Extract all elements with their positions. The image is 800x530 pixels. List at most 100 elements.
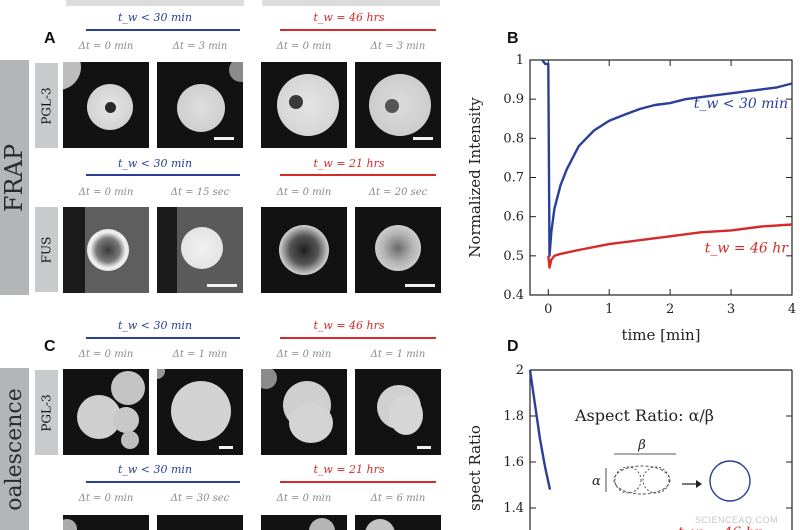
timepoint-label: Δt = 15 sec — [170, 187, 230, 198]
timepoint-label: Δt = 0 min — [78, 493, 134, 504]
micrograph-fus-young-t15 — [157, 207, 243, 293]
y-tick-label: 0.5 — [503, 249, 524, 264]
panel-letter-b: B — [507, 30, 519, 47]
micrograph-fus-young-t0 — [63, 207, 149, 293]
timepoint-label: Δt = 0 min — [78, 349, 134, 360]
timepoint-label: Δt = 0 min — [78, 187, 134, 198]
scale-bar — [405, 284, 435, 287]
arrow-icon — [696, 480, 702, 488]
series-label-young: t_w < 30 min — [694, 96, 788, 112]
protein-label-fus-a: FUS — [35, 207, 58, 292]
frap-side-label: FRAP — [0, 143, 29, 212]
panel-letter-c: C — [44, 338, 56, 355]
y-tick-label: 0.4 — [503, 288, 524, 303]
y-tick-label: 1.8 — [503, 409, 524, 424]
y-axis-label: Normalized Intensity — [466, 97, 484, 258]
micrograph-pgl3-aged-t3 — [355, 62, 441, 148]
top-strip-left — [66, 0, 244, 6]
partial-legend: t_w = 46 hr — [678, 525, 763, 530]
condition-underline — [280, 29, 436, 31]
y-tick-label: 1.4 — [503, 501, 524, 516]
series-line-young — [541, 59, 793, 258]
micrograph-coalescence-young-t0 — [63, 369, 149, 455]
condition-a-top-right: t_w = 46 hrs — [313, 11, 385, 24]
condition-a-bottom-left: t_w < 30 min — [117, 157, 193, 170]
micrograph-fus-aged-t0 — [261, 207, 347, 293]
condition-underline — [86, 29, 240, 31]
timepoint-label: Δt = 20 sec — [368, 187, 428, 198]
final-droplet-circle — [709, 460, 751, 502]
condition-underline — [86, 174, 240, 176]
condition-a-top-left: t_w < 30 min — [117, 11, 193, 24]
micrograph-fus-aged-t20 — [355, 207, 441, 293]
beta-label: β — [637, 438, 646, 453]
y-tick-label: 0.6 — [503, 210, 524, 225]
scale-bar — [214, 137, 234, 140]
y-tick-label: 0.9 — [503, 92, 524, 107]
condition-underline — [280, 174, 436, 176]
timepoint-label: Δt = 6 min — [370, 493, 426, 504]
micrograph-coalescence-young-t0b — [63, 515, 149, 530]
panel-letter-a: A — [44, 30, 56, 47]
timepoint-label: Δt = 3 min — [172, 41, 228, 52]
scale-bar — [219, 446, 233, 449]
watermark: SCIENCEAQ.COM — [694, 515, 778, 525]
y-tick-label: 0.7 — [503, 171, 524, 186]
condition-c-top-right: t_w = 46 hrs — [313, 319, 385, 332]
protein-label-pgl3-a: PGL-3 — [35, 63, 58, 148]
scale-bar — [207, 284, 237, 287]
y-axis-label: spect Ratio — [466, 425, 484, 511]
x-tick-label: 0 — [544, 302, 552, 317]
timepoint-label: Δt = 0 min — [276, 187, 332, 198]
micrograph-pgl3-young-t3 — [157, 62, 243, 148]
coalescence-side-label: oalescence — [2, 387, 27, 511]
timepoint-label: Δt = 0 min — [276, 349, 332, 360]
timepoint-label: Δt = 1 min — [370, 349, 426, 360]
x-tick-label: 3 — [727, 302, 735, 317]
droplet-outline-right — [642, 466, 670, 494]
condition-c-bottom-left: t_w < 30 min — [117, 463, 193, 476]
coalescence-side-band — [0, 368, 29, 530]
micrograph-coalescence-young-t1 — [157, 369, 243, 455]
frap-side-band — [0, 60, 29, 295]
x-axis-label: time [min] — [621, 326, 700, 344]
chart-d: 1.4 1.6 1.8 2 spect Ratio Aspect Ratio: α/β β α… — [466, 363, 793, 530]
micrograph-coalescence-aged-t1 — [355, 369, 441, 455]
protein-label-pgl3-c: PGL-3 — [35, 370, 58, 455]
condition-underline — [86, 481, 240, 483]
timepoint-label: Δt = 30 sec — [170, 493, 230, 504]
micrograph-coalescence-aged-t6 — [355, 515, 441, 530]
x-tick-label: 1 — [605, 302, 613, 317]
alpha-label: α — [592, 474, 601, 489]
series-line-aged — [547, 223, 793, 269]
panel-letter-d: D — [507, 338, 519, 355]
condition-c-bottom-right: t_w = 21 hrs — [313, 463, 385, 476]
timepoint-label: Δt = 0 min — [276, 41, 332, 52]
y-tick-label: 1.6 — [503, 455, 524, 470]
timepoint-label: Δt = 3 min — [370, 41, 426, 52]
micrograph-coalescence-aged-t0b — [261, 515, 347, 530]
micrograph-coalescence-aged-t0 — [261, 369, 347, 455]
top-strip-right — [262, 0, 440, 6]
condition-a-bottom-right: t_w = 21 hrs — [313, 157, 385, 170]
y-tick-label: 1 — [516, 53, 524, 68]
timepoint-label: Δt = 0 min — [276, 493, 332, 504]
series-line-aspect — [528, 369, 552, 490]
micrograph-pgl3-young-t0 — [63, 62, 149, 148]
timepoint-label: Δt = 0 min — [78, 41, 134, 52]
timepoint-label: Δt = 1 min — [172, 349, 228, 360]
droplet-outline-left — [614, 466, 642, 494]
condition-c-top-left: t_w < 30 min — [117, 319, 193, 332]
x-tick-label: 2 — [666, 302, 674, 317]
condition-underline — [86, 337, 240, 339]
x-tick-label: 4 — [788, 302, 796, 317]
condition-underline — [280, 481, 436, 483]
annotation-aspect-ratio: Aspect Ratio: α/β — [574, 406, 714, 425]
series-label-aged: t_w = 46 hr — [705, 241, 790, 257]
scale-bar — [413, 137, 433, 140]
y-tick-label: 2 — [516, 363, 524, 378]
condition-underline — [280, 337, 436, 339]
y-tick-label: 0.8 — [503, 131, 524, 146]
merged-droplet-outline — [613, 465, 671, 495]
chart-b: 0 1 2 3 4 0.4 0.5 0.6 0.7 0.8 0.9 1 time [min] Normal… — [466, 53, 796, 344]
